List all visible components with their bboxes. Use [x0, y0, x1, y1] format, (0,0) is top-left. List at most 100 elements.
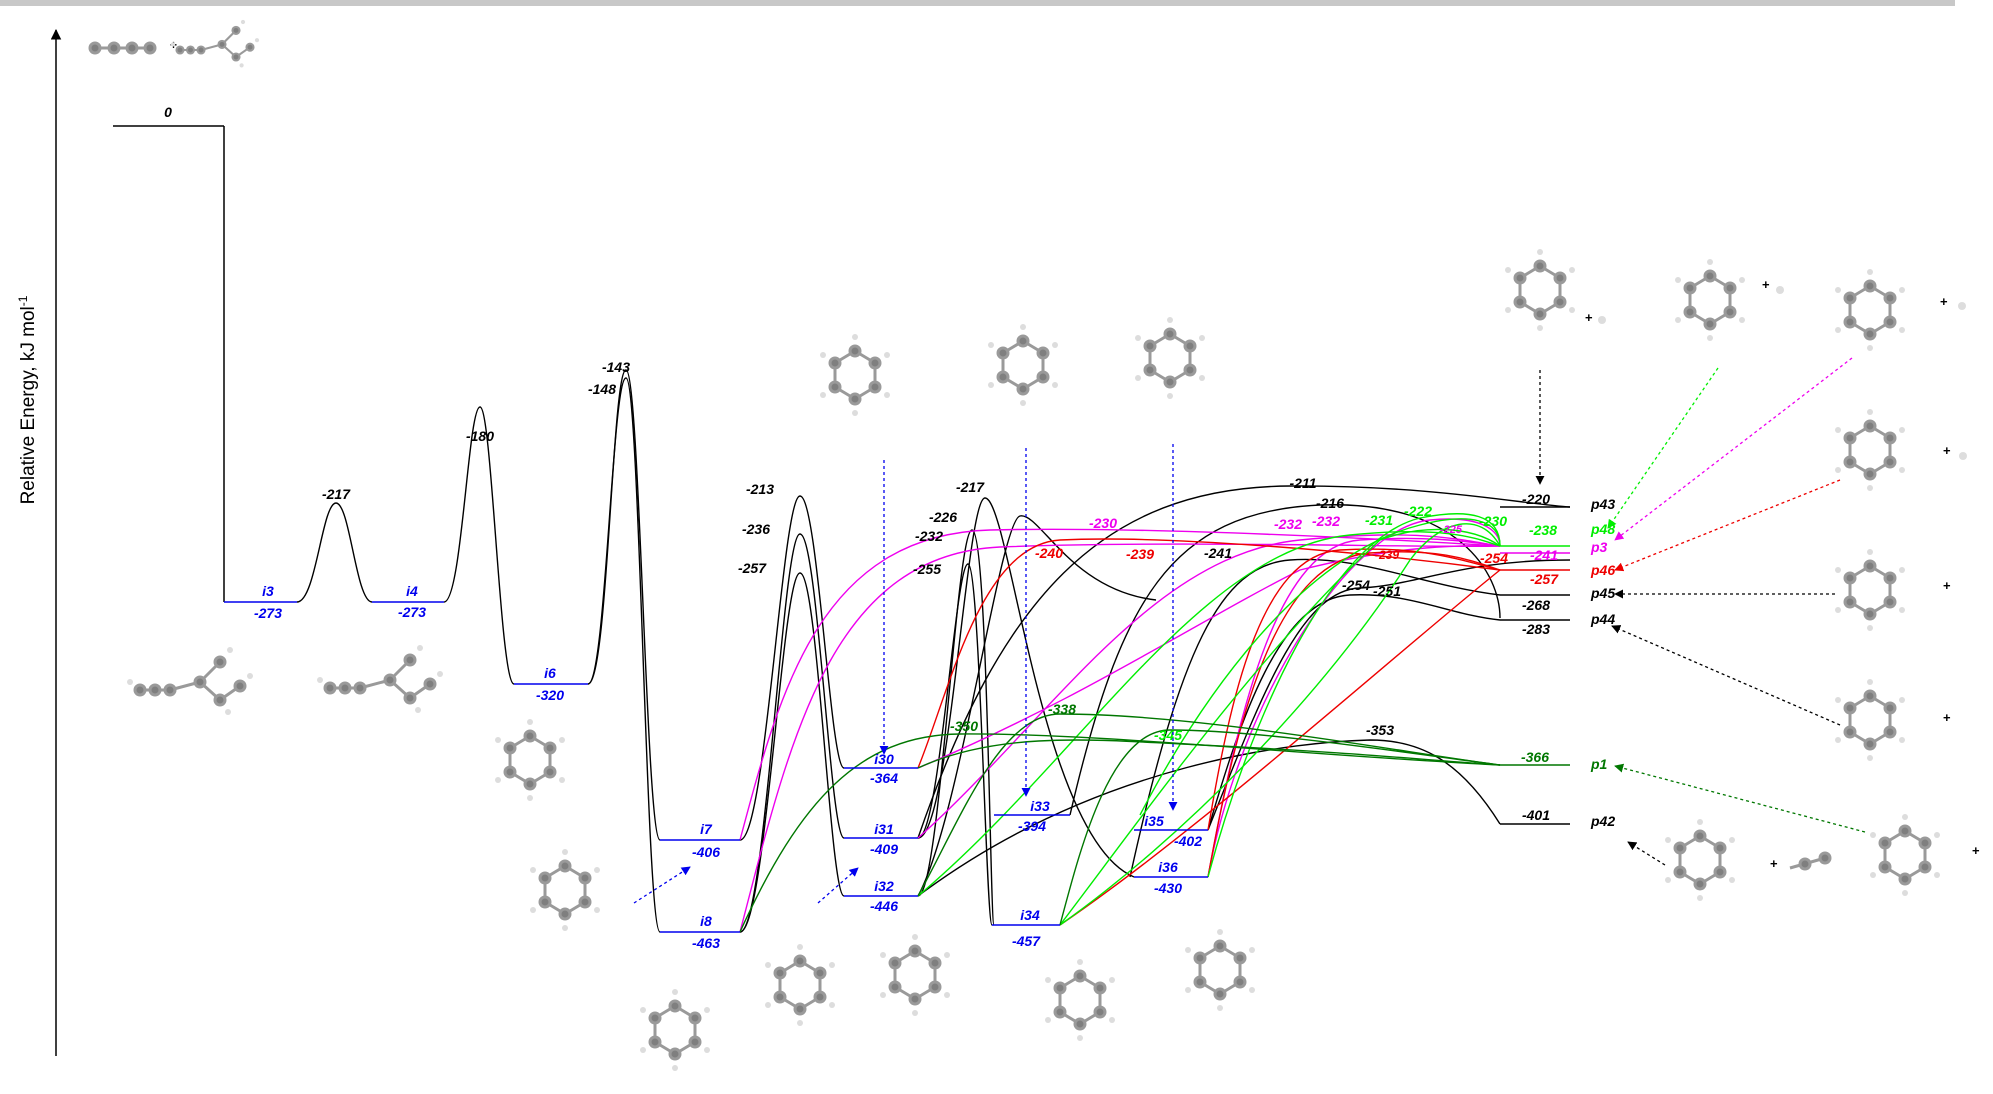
- ts-i3-i4: [296, 502, 373, 603]
- darkgreen-paths: [739, 713, 1501, 933]
- label-v-i7: -406: [692, 844, 720, 860]
- label-v-p3: -241: [1530, 547, 1558, 563]
- hydrogen-atoms: [1598, 286, 1967, 460]
- label-e222: -222: [1404, 503, 1432, 519]
- svg-text:+: +: [1972, 843, 1980, 858]
- label-v-p48: -238: [1529, 522, 1557, 538]
- label-v-i3: -273: [254, 605, 282, 621]
- ts-i32-i34: [917, 529, 995, 926]
- reactant-molecules: +: [88, 18, 261, 69]
- ts-i4-i6: [443, 406, 515, 685]
- ts-i36-p45b: [1207, 559, 1571, 831]
- label-p1: p1: [1590, 756, 1608, 772]
- svg-text:+: +: [1943, 578, 1951, 593]
- intermediate-levels: [224, 601, 1208, 933]
- label-v-p46: -257: [1530, 571, 1559, 587]
- m-i7-p3: [739, 528, 1501, 841]
- product-plus-signs: + + + + + + + +: [1585, 277, 1980, 871]
- label-e257: -257: [738, 560, 767, 576]
- label-v-i36: -430: [1154, 880, 1182, 896]
- label-i6: i6: [544, 665, 556, 681]
- ts-i6-i7: [587, 369, 661, 841]
- label-v-i34: -457: [1012, 933, 1041, 949]
- top-border: [0, 0, 1955, 6]
- label-e239r: -239: [1126, 546, 1154, 562]
- darkgreen-labels: -350 -338 -366 p1: [950, 701, 1608, 772]
- label-e217b: -217: [956, 479, 985, 495]
- label-e216: -216: [1316, 495, 1344, 511]
- ts-i6-i8: [587, 377, 661, 933]
- black-paths: [296, 369, 1571, 933]
- label-e148: -148: [588, 381, 616, 397]
- ts-i8-i31: [739, 533, 845, 933]
- label-v-i8: -463: [692, 935, 720, 951]
- label-e350: -350: [950, 718, 978, 734]
- label-v-i31: -409: [870, 841, 898, 857]
- g-i32-p48: [917, 530, 1501, 897]
- label-i34: i34: [1020, 907, 1040, 923]
- label-e236: -236: [742, 521, 770, 537]
- label-v-p42: -401: [1522, 807, 1550, 823]
- label-e143: -143: [602, 359, 630, 375]
- label-e232m1: -232: [1274, 516, 1302, 532]
- label-e240: -240: [1035, 545, 1063, 561]
- label-e213: -213: [746, 481, 774, 497]
- dg-i8-p1: [739, 733, 1501, 933]
- label-i32: i32: [874, 878, 894, 894]
- svg-text:+: +: [1940, 294, 1948, 309]
- label-i30: i30: [874, 751, 894, 767]
- label-e230m: -230: [1089, 515, 1117, 531]
- r-i34-p46: [1059, 569, 1501, 926]
- label-i36: i36: [1158, 859, 1178, 875]
- label-i7: i7: [700, 821, 713, 837]
- svg-text:+: +: [1943, 710, 1951, 725]
- label-i33: i33: [1030, 798, 1050, 814]
- label-e230g: -230: [1479, 513, 1507, 529]
- label-e232: -232: [915, 528, 943, 544]
- svg-text:+: +: [1770, 856, 1778, 871]
- molecule-structures: + + + + + + + + +: [88, 18, 1980, 1073]
- label-e211: -211: [1290, 475, 1317, 491]
- label-p45: p45: [1590, 585, 1615, 601]
- red-paths: [917, 538, 1501, 926]
- label-p43: p43: [1590, 496, 1615, 512]
- dg-i32-p1: [917, 713, 1501, 897]
- label-v-p1: -366: [1521, 749, 1549, 765]
- label-p3: p3: [1590, 539, 1608, 555]
- label-e338: -338: [1048, 701, 1076, 717]
- green-labels: -231 -222 -230 -345 -238 p48: [1154, 503, 1615, 743]
- label-i35: i35: [1144, 813, 1164, 829]
- label-v-i4: -273: [398, 604, 426, 620]
- label-v-i6: -320: [536, 687, 564, 703]
- label-e241k: -241: [1204, 545, 1232, 561]
- magenta-labels: -230 -232 -232 -225 -241 p3: [1089, 513, 1608, 563]
- label-v-p43: -220: [1522, 491, 1550, 507]
- svg-text:+: +: [1762, 277, 1770, 292]
- intermediate-labels: i3 -273 i4 -273 i6 -320 i7 -406 i8 -463 …: [254, 583, 1202, 951]
- ts-i8-i32: [739, 572, 845, 933]
- green-paths: [917, 513, 1501, 926]
- dashed-arrows: [633, 357, 1866, 904]
- label-e254r: -254: [1480, 550, 1508, 566]
- label-e217a: -217: [322, 486, 351, 502]
- label-e231: -231: [1365, 512, 1393, 528]
- r-i30-p46: [917, 538, 1501, 769]
- label-e255: -255: [913, 561, 941, 577]
- label-i4: i4: [406, 583, 418, 599]
- dg-i34-p1: [1059, 729, 1501, 926]
- label-v-i35: -402: [1174, 833, 1202, 849]
- magenta-paths: [739, 518, 1501, 933]
- label-v-i30: -364: [870, 770, 898, 786]
- svg-text:+: +: [1585, 310, 1593, 325]
- red-labels: -240 -239 -239 -254 -257 p46: [1035, 545, 1615, 587]
- label-e345: -345: [1154, 727, 1182, 743]
- ts-to-p45: [917, 515, 1157, 897]
- label-p42: p42: [1590, 813, 1615, 829]
- label-e225: -225: [1440, 524, 1463, 536]
- label-v-i33: -394: [1018, 818, 1046, 834]
- ts-i31-i35: [917, 497, 1135, 878]
- label-p44: p44: [1590, 611, 1615, 627]
- label-p46: p46: [1590, 562, 1615, 578]
- label-v-p45: -268: [1522, 597, 1550, 613]
